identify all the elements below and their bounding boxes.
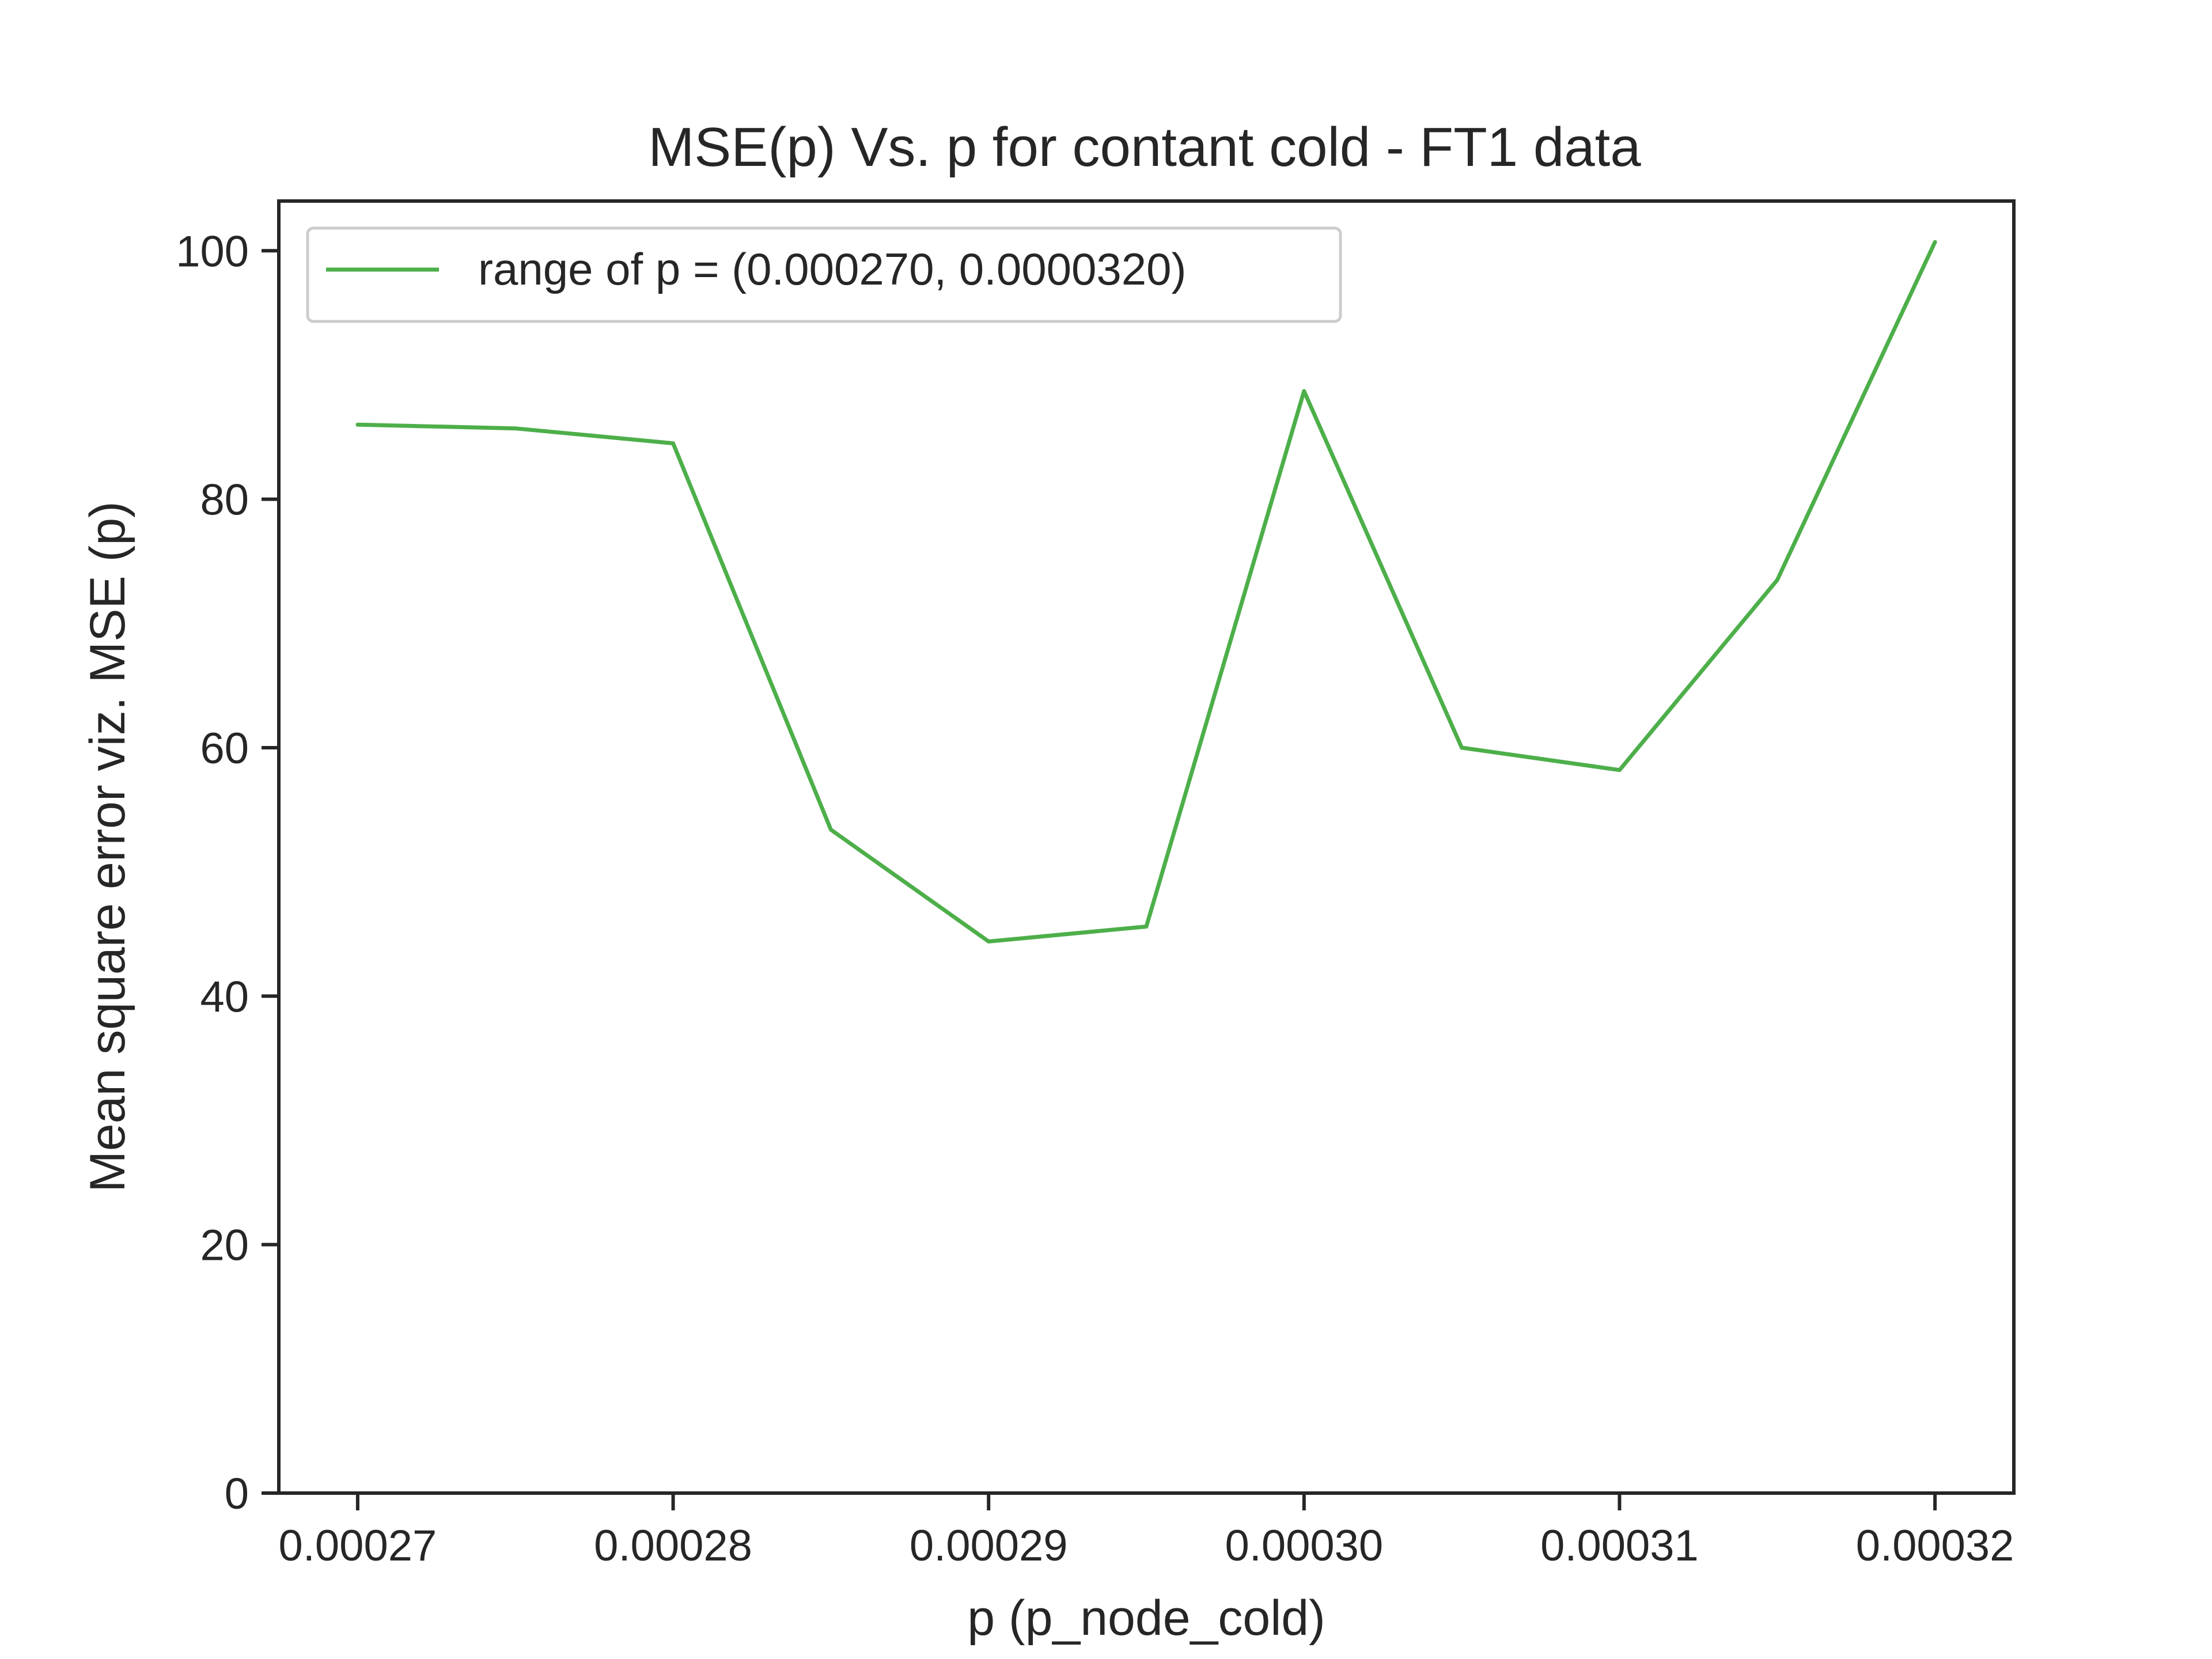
y-axis-label: Mean square error viz. MSE (p) [80,501,135,1192]
chart-title: MSE(p) Vs. p for contant cold - FT1 data [648,116,1641,178]
legend-frame [306,226,1342,323]
x-axis-ticks: 0.00027 0.00028 0.00029 0.00030 0.00031 0.000… [279,1493,2014,1570]
y-tick-label: 80 [200,476,249,525]
y-tick-label: 20 [200,1221,249,1270]
x-tick-label: 0.00027 [279,1521,437,1570]
y-tick-label: 0 [225,1469,249,1518]
x-tick-label: 0.00032 [1856,1521,2014,1570]
x-tick-label: 0.00029 [910,1521,1068,1570]
x-tick-label: 0.00031 [1540,1521,1699,1570]
plot-area: 0.00027 0.00028 0.00029 0.00030 0.00031 0.000… [176,199,2016,1570]
x-tick-label: 0.00030 [1225,1521,1383,1570]
x-axis-label: p (p_node_cold) [967,1590,1325,1646]
y-tick-label: 40 [200,972,249,1021]
y-tick-label: 100 [176,227,249,276]
legend-label: range of p = (0.000270, 0.0000320) [478,244,1187,294]
y-tick-label: 60 [200,724,249,773]
axes-frame [277,199,2016,1495]
y-axis-ticks: 0 20 40 60 80 100 [176,227,279,1518]
series-line-0 [355,240,1937,944]
legend: range of p = (0.000270, 0.0000320) [306,226,1342,323]
series-layer [355,240,1937,944]
x-tick-label: 0.00028 [594,1521,752,1570]
